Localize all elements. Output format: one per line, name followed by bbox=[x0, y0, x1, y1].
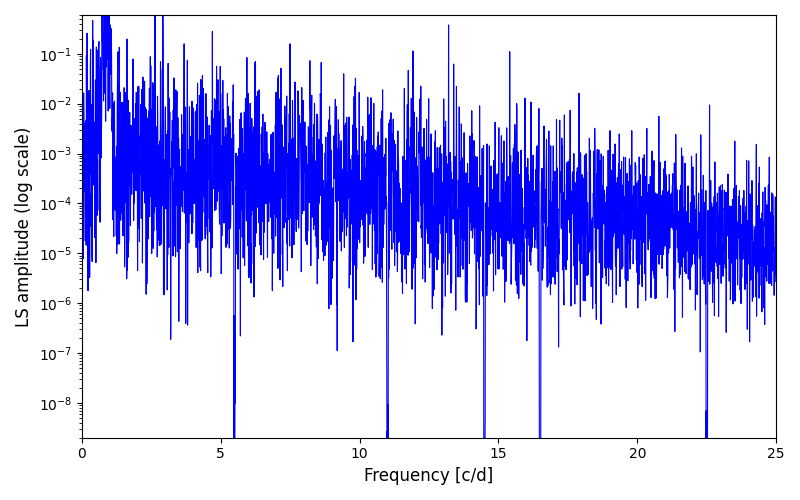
Y-axis label: LS amplitude (log scale): LS amplitude (log scale) bbox=[15, 126, 33, 326]
X-axis label: Frequency [c/d]: Frequency [c/d] bbox=[364, 467, 494, 485]
